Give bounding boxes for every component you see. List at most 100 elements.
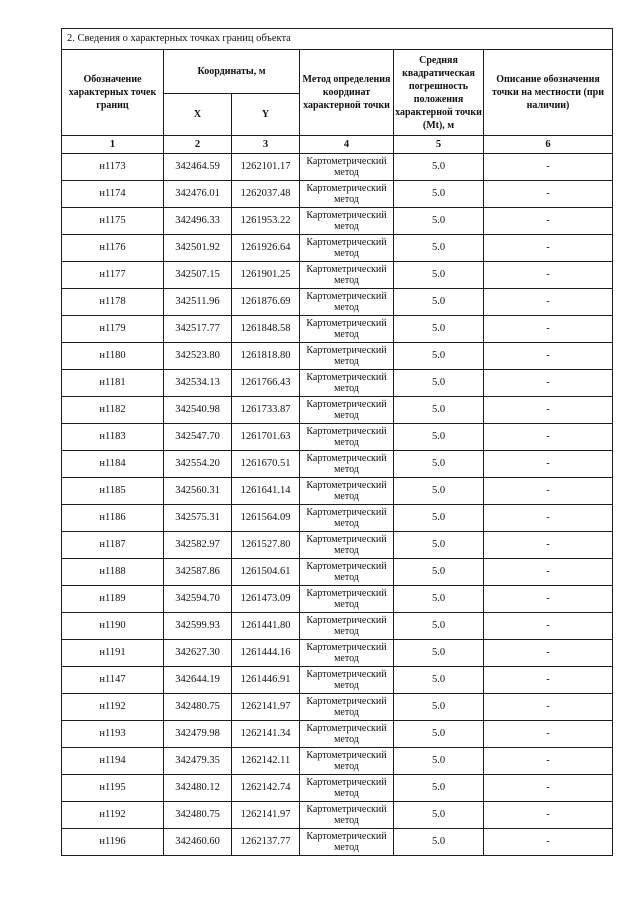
- x-coordinate-cell: 342534.13: [163, 369, 232, 397]
- x-coordinate-cell: 342507.15: [163, 261, 232, 289]
- x-coordinate-cell: 342540.98: [163, 396, 232, 424]
- x-coordinate-cell: 342480.75: [163, 693, 232, 721]
- table-body: н1173 342464.59 1262101.17 Картометрический…: [61, 153, 613, 856]
- header-y: Y: [231, 93, 300, 136]
- point-cell: н1188: [61, 558, 164, 586]
- method-cell: Картометрический метод: [299, 477, 394, 505]
- x-coordinate-cell: 342476.01: [163, 180, 232, 208]
- table-row: н1173 342464.59 1262101.17 Картометрический…: [61, 153, 613, 181]
- method-cell: Картометрический метод: [299, 369, 394, 397]
- table-row: н1188 342587.86 1261504.61 Картометрический…: [61, 558, 613, 586]
- method-cell: Картометрический метод: [299, 585, 394, 613]
- point-cell: н1189: [61, 585, 164, 613]
- mt-cell: 5.0: [393, 585, 484, 613]
- description-cell: -: [483, 585, 613, 613]
- x-coordinate-cell: 342480.75: [163, 801, 232, 829]
- point-cell: н1181: [61, 369, 164, 397]
- description-cell: -: [483, 342, 613, 370]
- point-cell: н1186: [61, 504, 164, 532]
- y-coordinate-cell: 1261564.09: [231, 504, 300, 532]
- description-cell: -: [483, 531, 613, 559]
- mt-cell: 5.0: [393, 207, 484, 235]
- x-coordinate-cell: 342511.96: [163, 288, 232, 316]
- mt-cell: 5.0: [393, 477, 484, 505]
- description-cell: -: [483, 234, 613, 262]
- mt-cell: 5.0: [393, 234, 484, 262]
- mt-cell: 5.0: [393, 720, 484, 748]
- mt-cell: 5.0: [393, 396, 484, 424]
- y-coordinate-cell: 1261441.80: [231, 612, 300, 640]
- method-cell: Картометрический метод: [299, 504, 394, 532]
- mt-cell: 5.0: [393, 288, 484, 316]
- description-cell: -: [483, 747, 613, 775]
- y-coordinate-cell: 1262101.17: [231, 153, 300, 181]
- table-row: н1190 342599.93 1261441.80 Картометрический…: [61, 612, 613, 640]
- mt-cell: 5.0: [393, 423, 484, 451]
- x-coordinate-cell: 342644.19: [163, 666, 232, 694]
- point-cell: н1192: [61, 801, 164, 829]
- table-row: н1192 342480.75 1262141.97 Картометрический…: [61, 693, 613, 721]
- table-row: н1187 342582.97 1261527.80 Картометрический…: [61, 531, 613, 559]
- table-row: н1182 342540.98 1261733.87 Картометрический…: [61, 396, 613, 424]
- y-coordinate-cell: 1261641.14: [231, 477, 300, 505]
- mt-cell: 5.0: [393, 558, 484, 586]
- description-cell: -: [483, 828, 613, 856]
- description-cell: -: [483, 504, 613, 532]
- method-cell: Картометрический метод: [299, 801, 394, 829]
- point-cell: н1194: [61, 747, 164, 775]
- x-coordinate-cell: 342523.80: [163, 342, 232, 370]
- table-row: н1180 342523.80 1261818.80 Картометрический…: [61, 342, 613, 370]
- x-coordinate-cell: 342496.33: [163, 207, 232, 235]
- description-cell: -: [483, 477, 613, 505]
- description-cell: -: [483, 639, 613, 667]
- description-cell: -: [483, 369, 613, 397]
- method-cell: Картометрический метод: [299, 153, 394, 181]
- method-cell: Картометрический метод: [299, 342, 394, 370]
- table-row: н1193 342479.98 1262141.34 Картометрический…: [61, 720, 613, 748]
- y-coordinate-cell: 1261766.43: [231, 369, 300, 397]
- mt-cell: 5.0: [393, 801, 484, 829]
- y-coordinate-cell: 1261504.61: [231, 558, 300, 586]
- description-cell: -: [483, 801, 613, 829]
- point-cell: н1185: [61, 477, 164, 505]
- y-coordinate-cell: 1261901.25: [231, 261, 300, 289]
- table-row: н1175 342496.33 1261953.22 Картометрический…: [61, 207, 613, 235]
- mt-cell: 5.0: [393, 342, 484, 370]
- x-coordinate-cell: 342575.31: [163, 504, 232, 532]
- point-cell: н1177: [61, 261, 164, 289]
- point-cell: н1190: [61, 612, 164, 640]
- table-row: н1196 342460.60 1262137.77 Картометрический…: [61, 828, 613, 856]
- mt-cell: 5.0: [393, 747, 484, 775]
- point-cell: н1179: [61, 315, 164, 343]
- method-cell: Картометрический метод: [299, 180, 394, 208]
- x-coordinate-cell: 342479.98: [163, 720, 232, 748]
- y-coordinate-cell: 1261848.58: [231, 315, 300, 343]
- header-error: Средняя квадратическая погрешность полож…: [393, 49, 484, 136]
- table-row: н1185 342560.31 1261641.14 Картометрический…: [61, 477, 613, 505]
- point-cell: н1192: [61, 693, 164, 721]
- x-coordinate-cell: 342560.31: [163, 477, 232, 505]
- method-cell: Картометрический метод: [299, 720, 394, 748]
- table-row: н1179 342517.77 1261848.58 Картометрический…: [61, 315, 613, 343]
- mt-cell: 5.0: [393, 369, 484, 397]
- table-row: н1176 342501.92 1261926.64 Картометрический…: [61, 234, 613, 262]
- x-coordinate-cell: 342554.20: [163, 450, 232, 478]
- method-cell: Картометрический метод: [299, 747, 394, 775]
- mt-cell: 5.0: [393, 612, 484, 640]
- method-cell: Картометрический метод: [299, 315, 394, 343]
- y-coordinate-cell: 1262141.97: [231, 693, 300, 721]
- x-coordinate-cell: 342460.60: [163, 828, 232, 856]
- mt-cell: 5.0: [393, 639, 484, 667]
- mt-cell: 5.0: [393, 504, 484, 532]
- y-coordinate-cell: 1261926.64: [231, 234, 300, 262]
- y-coordinate-cell: 1261670.51: [231, 450, 300, 478]
- point-cell: н1182: [61, 396, 164, 424]
- y-coordinate-cell: 1261733.87: [231, 396, 300, 424]
- x-coordinate-cell: 342480.12: [163, 774, 232, 802]
- method-cell: Картометрический метод: [299, 666, 394, 694]
- table-row: н1178 342511.96 1261876.69 Картометрический…: [61, 288, 613, 316]
- description-cell: -: [483, 558, 613, 586]
- x-coordinate-cell: 342627.30: [163, 639, 232, 667]
- section-title-row: 2. Сведения о характерных точках границ …: [61, 28, 613, 50]
- x-coordinate-cell: 342599.93: [163, 612, 232, 640]
